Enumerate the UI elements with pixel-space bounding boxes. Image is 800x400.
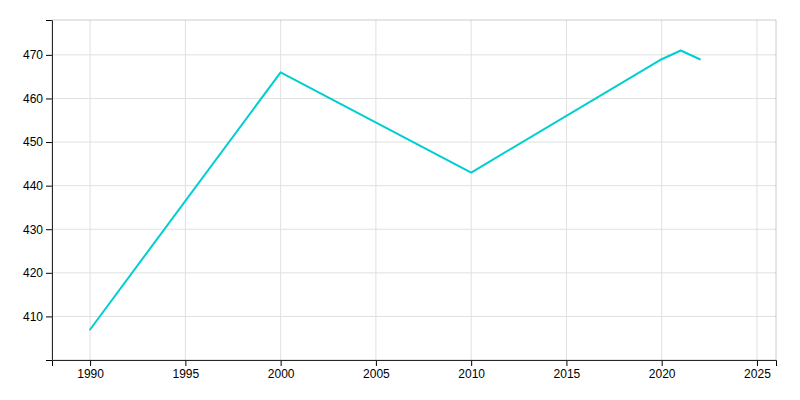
y-tick: 430 <box>23 223 52 237</box>
marks <box>90 51 700 330</box>
x-tick-label: 2025 <box>744 367 771 381</box>
x-tick: 2020 <box>649 360 676 381</box>
x-tick-label: 1995 <box>173 367 200 381</box>
y-tick: 470 <box>23 48 52 62</box>
x-tick: 2000 <box>268 360 295 381</box>
x-tick-mark <box>185 360 186 366</box>
y-tick-label: 410 <box>23 310 43 324</box>
x-tick-label: 2000 <box>268 367 295 381</box>
y-tick-label: 420 <box>23 266 43 280</box>
x-tick-mark <box>757 360 758 366</box>
grid-line-x <box>90 20 91 360</box>
grid-line-x <box>185 20 186 360</box>
grid-line-x <box>280 20 281 360</box>
y-tick: 420 <box>23 266 52 280</box>
grid-line-y <box>52 54 776 55</box>
x-tick-label: 2015 <box>554 367 581 381</box>
x-axis: 1990 1995 2000 2005 2010 2015 2020 2025 <box>53 360 777 381</box>
grid-line-x <box>566 20 567 360</box>
chart-container: 1990 1995 2000 2005 2010 2015 2020 2025 410 420 43… <box>0 0 800 400</box>
x-tick-mark <box>662 360 663 366</box>
grid <box>52 20 776 360</box>
y-tick-label: 450 <box>23 135 43 149</box>
y-tick-mark <box>46 273 52 274</box>
chart-svg: 1990 1995 2000 2005 2010 2015 2020 2025 410 420 43… <box>0 0 800 400</box>
x-tick-label: 2005 <box>363 367 390 381</box>
grid-line-x <box>471 20 472 360</box>
x-tick: 2010 <box>458 360 485 381</box>
y-axis: 410 420 430 440 450 460 470 <box>23 21 53 361</box>
x-tick: 1995 <box>173 360 200 381</box>
y-tick: 450 <box>23 135 52 149</box>
x-tick: 2005 <box>363 360 390 381</box>
grid-line-y <box>52 316 776 317</box>
grid-line-y <box>52 185 776 186</box>
grid-line-x <box>661 20 662 360</box>
y-tick-label: 430 <box>23 223 43 237</box>
grid-line-y <box>52 98 776 99</box>
x-axis-line <box>53 361 777 367</box>
plot-root: 1990 1995 2000 2005 2010 2015 2020 2025 410 420 43… <box>23 20 777 381</box>
y-tick: 460 <box>23 92 52 106</box>
x-tick-mark <box>566 360 567 366</box>
x-tick-mark <box>471 360 472 366</box>
grid-line-y <box>52 272 776 273</box>
data-line <box>90 51 700 330</box>
grid-line-y <box>52 229 776 230</box>
x-tick: 1990 <box>77 360 104 381</box>
x-tick: 2025 <box>744 360 771 381</box>
x-tick-mark <box>281 360 282 366</box>
y-tick-mark <box>46 142 52 143</box>
y-tick: 410 <box>23 310 52 324</box>
y-tick-label: 440 <box>23 179 43 193</box>
y-tick-mark <box>46 98 52 99</box>
y-axis-line <box>46 21 53 361</box>
y-tick-mark <box>46 316 52 317</box>
y-tick-label: 460 <box>23 92 43 106</box>
x-tick-label: 1990 <box>77 367 104 381</box>
x-tick: 2015 <box>554 360 581 381</box>
plot-frame <box>52 20 776 360</box>
y-tick-mark <box>46 186 52 187</box>
grid-line-x <box>756 20 757 360</box>
y-tick-mark <box>46 55 52 56</box>
grid-line-x <box>375 20 376 360</box>
y-tick: 440 <box>23 179 52 193</box>
x-tick-mark <box>90 360 91 366</box>
x-tick-mark <box>376 360 377 366</box>
y-tick-label: 470 <box>23 48 43 62</box>
y-tick-mark <box>46 229 52 230</box>
x-tick-label: 2020 <box>649 367 676 381</box>
x-tick-label: 2010 <box>458 367 485 381</box>
